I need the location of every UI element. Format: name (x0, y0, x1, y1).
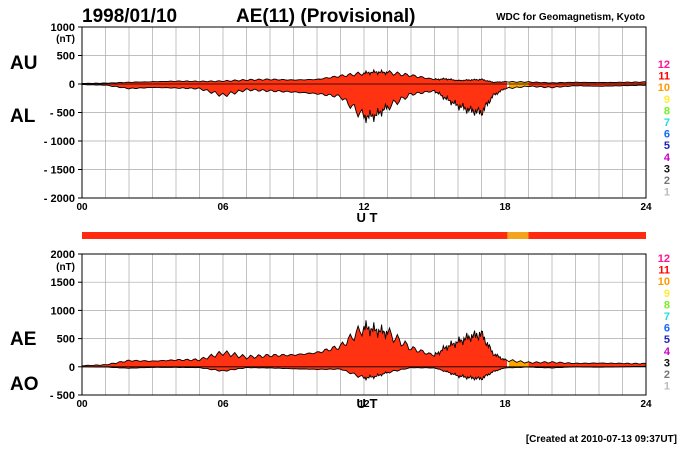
y-tick-label: 500 (57, 334, 75, 346)
panel1-x-axis-title: U T (357, 210, 378, 225)
x-tick-label: 00 (76, 399, 88, 410)
level-scale-label: 3 (664, 163, 670, 175)
level-scale-label: 3 (664, 357, 670, 369)
level-scale-label: 8 (664, 105, 670, 117)
date-title: 1998/01/10 (82, 6, 177, 27)
y-tick-label: - 1000 (44, 136, 75, 148)
y-tick-label: 1500 (51, 277, 75, 289)
level-scale-label: 9 (664, 288, 670, 300)
series-line-au (81, 68, 647, 84)
x-tick-label: 06 (217, 399, 229, 410)
x-tick-label: 24 (640, 202, 652, 213)
au-label: AU (10, 53, 37, 74)
level-scale-label: 10 (658, 82, 670, 94)
y-tick-label: 0 (69, 79, 75, 91)
area-fill-main (82, 69, 507, 124)
level-scale-label: 6 (664, 129, 670, 141)
level-scale-label: 11 (658, 265, 670, 277)
ae-label: AE (10, 329, 36, 350)
created-timestamp: [Created at 2010-07-13 09:37UT] (526, 434, 677, 445)
plot-frame (81, 253, 647, 396)
level-scale-label: 7 (664, 117, 670, 129)
panel2-x-axis-title: U T (357, 396, 378, 411)
series-line-al (81, 84, 647, 124)
y-tick-label: 0 (69, 362, 75, 374)
level-scale-label: 2 (664, 369, 670, 381)
data-source-label: WDC for Geomagnetism, Kyoto (496, 12, 645, 23)
level-scale-label: 5 (664, 334, 670, 346)
activity-level-bar (82, 232, 646, 239)
level-scale-label: 10 (658, 276, 670, 288)
series-line-ao (82, 365, 646, 382)
area-fill-level10 (508, 359, 529, 368)
level-scale-label: 9 (664, 94, 670, 106)
x-tick-label: 18 (499, 202, 511, 213)
panel2-unit-label: (nT) (56, 262, 75, 273)
panel1-unit-label: (nT) (56, 34, 75, 45)
ao-label: AO (10, 374, 39, 395)
level-bar-base (82, 232, 646, 239)
area-fill-level10 (508, 81, 529, 89)
level-scale-label: 4 (664, 152, 671, 164)
level-scale-label: 6 (664, 323, 670, 335)
area-fill-main (82, 320, 507, 380)
au-al-panel: AU AL (nT) U T 1000 500 0 - 500 - 1000 - 1500… (10, 22, 652, 225)
y-tick-label: - 1500 (44, 165, 75, 177)
level-scale-label: 4 (664, 346, 671, 358)
level-scale-label: 12 (658, 253, 670, 265)
level-scale-label: 7 (664, 311, 670, 323)
level-scale-label: 2 (664, 175, 670, 187)
y-tick-label: 500 (57, 51, 75, 63)
level-scale-label: 5 (664, 140, 670, 152)
level-scale-label: 12 (658, 59, 670, 71)
level-bar-segment (507, 232, 529, 239)
y-tick-label: - 2000 (44, 193, 75, 205)
x-tick-label: 00 (76, 202, 88, 213)
index-title: AE(11) (Provisional) (236, 6, 416, 27)
al-label: AL (10, 106, 36, 127)
y-tick-label: - 500 (50, 390, 75, 402)
x-tick-label: 24 (640, 399, 652, 410)
level-scale-label: 1 (664, 187, 670, 199)
x-tick-label: 18 (499, 399, 511, 410)
y-tick-label: 1000 (51, 22, 75, 34)
y-tick-label: 1000 (51, 305, 75, 317)
x-tick-label: 12 (358, 399, 370, 410)
level-scale-label: 1 (664, 381, 670, 393)
series-line-ae (81, 320, 647, 367)
level-scale-label: 8 (664, 299, 670, 311)
x-tick-label: 06 (217, 202, 229, 213)
x-tick-label: 12 (358, 202, 370, 213)
y-tick-label: - 500 (50, 108, 75, 120)
level-scale-label: 11 (658, 71, 670, 83)
y-tick-label: 2000 (51, 249, 75, 261)
